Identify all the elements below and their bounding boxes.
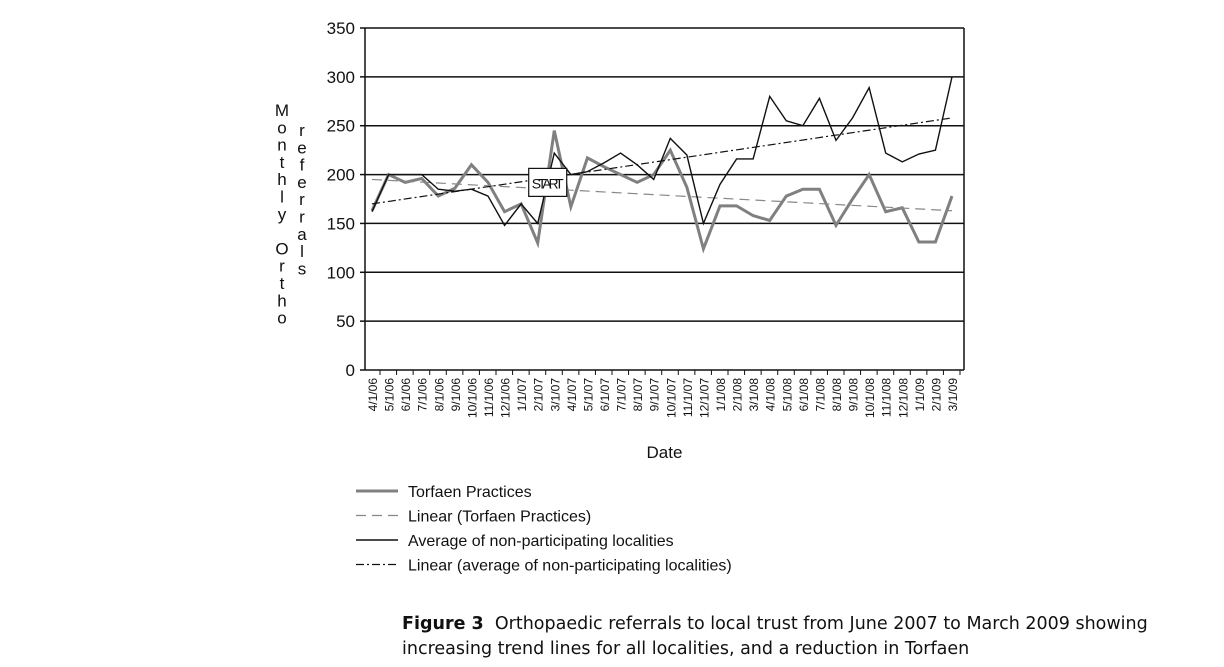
y-axis-label-char: l	[280, 188, 284, 207]
y-axis-label-char: t	[280, 153, 285, 172]
x-tick-label: 5/1/07	[581, 378, 595, 412]
y-tick-label: 100	[327, 263, 355, 282]
x-tick-label: 12/1/06	[499, 378, 513, 418]
y-axis-label-char: h	[277, 291, 286, 310]
series-line-linear-torfaen-practices-	[371, 178, 953, 212]
x-tick-label: 5/1/08	[780, 378, 794, 412]
x-tick-label: 2/1/09	[929, 378, 943, 412]
legend-label: Torfaen Practices	[408, 484, 532, 501]
x-tick-label: 11/1/07	[681, 378, 695, 417]
x-tick-label: 6/1/06	[399, 378, 413, 412]
x-tick-label: 11/1/06	[482, 378, 496, 417]
y-axis-label-char: e	[297, 138, 306, 157]
y-tick-label: 0	[346, 361, 355, 380]
x-tick-label: 10/1/06	[465, 378, 479, 418]
x-tick-label: 8/1/06	[432, 378, 446, 412]
x-tick-label: 4/1/08	[764, 378, 778, 412]
y-axis-label-char: r	[299, 121, 305, 140]
series-line-torfaen-practices	[370, 130, 954, 254]
y-tick-label: 200	[327, 166, 355, 185]
y-tick-label: 150	[327, 214, 355, 233]
y-axis-label-char: e	[297, 173, 306, 192]
y-tick-label: 50	[336, 312, 355, 331]
y-axis-label-char: O	[275, 239, 288, 258]
y-axis-label-char: r	[299, 190, 305, 209]
y-tick-label: 250	[327, 117, 355, 136]
y-tick-label: 300	[327, 68, 355, 87]
y-axis-label-char: r	[279, 257, 285, 276]
x-tick-label: 1/1/09	[913, 378, 927, 412]
x-tick-label: 3/1/08	[747, 378, 761, 412]
x-tick-label: 4/1/06	[366, 378, 380, 412]
x-tick-label: 5/1/06	[383, 378, 397, 412]
y-axis-label-char: l	[300, 242, 304, 261]
x-tick-label: 3/1/09	[946, 378, 960, 412]
x-tick-label: 11/1/08	[880, 378, 894, 417]
caption-text: Orthopaedic referrals to local trust fro…	[402, 614, 1148, 659]
y-axis-label-char: o	[277, 309, 286, 328]
y-axis-label-char: y	[278, 205, 287, 224]
start-annotation-label: START	[532, 175, 564, 191]
x-tick-label: 12/1/07	[697, 378, 711, 418]
caption-label: Figure 3	[402, 614, 484, 634]
x-axis-label: Date	[647, 443, 683, 462]
x-tick-label: 4/1/07	[565, 378, 579, 412]
x-tick-label: 1/1/08	[714, 378, 728, 412]
y-axis-label-char: f	[300, 156, 305, 175]
x-tick-label: 6/1/08	[797, 378, 811, 412]
x-tick-label: 10/1/08	[863, 378, 877, 418]
x-tick-label: 7/1/08	[813, 378, 827, 412]
x-tick-label: 7/1/06	[416, 378, 430, 412]
x-tick-label: 7/1/07	[615, 378, 629, 412]
x-tick-label: 9/1/06	[449, 378, 463, 412]
x-tick-label: 12/1/08	[896, 378, 910, 418]
x-tick-label: 9/1/07	[648, 378, 662, 412]
x-tick-label: 8/1/08	[830, 378, 844, 412]
x-tick-label: 8/1/07	[631, 378, 645, 412]
series-line-linear-average-of-non-participating-localities-	[371, 117, 953, 205]
x-tick-label: 9/1/08	[847, 378, 861, 412]
x-tick-label: 2/1/07	[532, 378, 546, 412]
figure-caption: Figure 3 Orthopaedic referrals to local …	[402, 612, 1217, 662]
y-axis-label-char: r	[299, 208, 305, 227]
y-axis-label-char: o	[277, 118, 286, 137]
legend-label: Linear (Torfaen Practices)	[408, 509, 591, 526]
y-axis-label-char: t	[280, 274, 285, 293]
x-tick-label: 6/1/07	[598, 378, 612, 412]
y-axis-label-char: a	[297, 225, 307, 244]
y-axis-label-char: M	[275, 101, 289, 120]
legend-label: Linear (average of non-participating loc…	[408, 558, 732, 575]
x-tick-label: 2/1/08	[731, 378, 745, 412]
x-tick-label: 3/1/07	[548, 378, 562, 412]
y-axis-label-char: n	[277, 136, 286, 155]
x-tick-label: 10/1/07	[664, 378, 678, 418]
start-annotation-box	[528, 167, 568, 197]
y-tick-label: 350	[327, 19, 355, 38]
y-axis-label-char: h	[277, 170, 286, 189]
y-axis-label-char: s	[298, 259, 307, 278]
x-tick-label: 1/1/07	[515, 378, 529, 412]
series-line-average-of-non-participating-localities	[371, 76, 953, 227]
legend-label: Average of non-participating localities	[408, 533, 674, 550]
